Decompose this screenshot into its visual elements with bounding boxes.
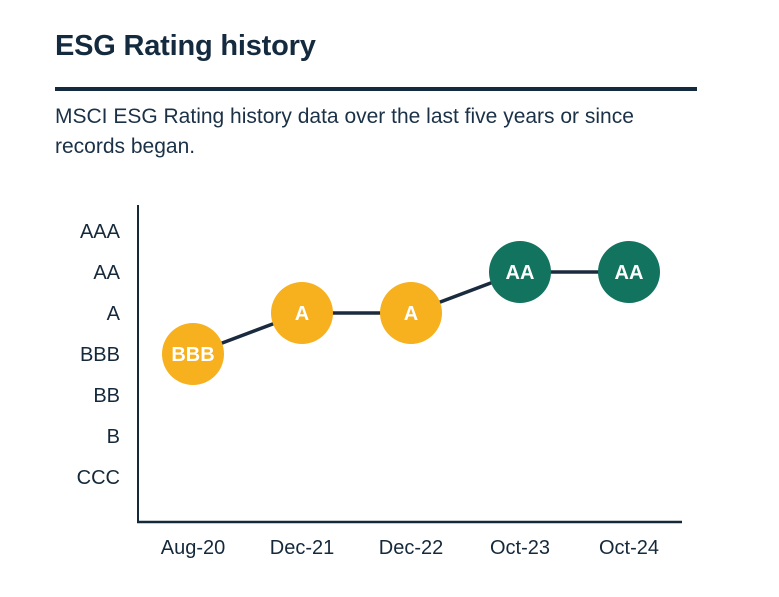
- x-axis-label-oct-24: Oct-24: [599, 537, 659, 559]
- x-axis-label-dec-22: Dec-22: [379, 537, 443, 559]
- data-point-label-oct-24: AA: [615, 262, 644, 284]
- data-point-circle-dec-22: [380, 282, 442, 344]
- y-axis-label-b: B: [107, 426, 120, 448]
- x-axis-label-oct-23: Oct-23: [490, 537, 550, 559]
- x-axis-label-dec-21: Dec-21: [270, 537, 334, 559]
- y-axis-label-bb: BB: [93, 385, 120, 407]
- y-axis-label-bbb: BBB: [80, 344, 120, 366]
- page-title: ESG Rating history: [55, 30, 316, 62]
- data-point-label-dec-22: A: [404, 303, 418, 325]
- y-axis-label-ccc: CCC: [77, 467, 120, 489]
- data-point-circle-aug-20: [162, 323, 224, 385]
- data-point-circle-oct-23: [489, 241, 551, 303]
- data-point-label-aug-20: BBB: [171, 344, 214, 366]
- title-divider: [55, 87, 697, 91]
- data-point-circle-oct-24: [598, 241, 660, 303]
- chart-subtitle: MSCI ESG Rating history data over the la…: [55, 105, 634, 158]
- y-axis-label-aaa: AAA: [80, 221, 121, 243]
- header: ESG Rating history MSCI ESG Rating histo…: [55, 0, 700, 162]
- data-point-circle-dec-21: [271, 282, 333, 344]
- y-axis-label-a: A: [107, 303, 121, 325]
- y-axis-label-aa: AA: [93, 262, 120, 284]
- x-axis-label-aug-20: Aug-20: [161, 537, 226, 559]
- data-point-label-dec-21: A: [295, 303, 309, 325]
- data-point-label-oct-23: AA: [506, 262, 535, 284]
